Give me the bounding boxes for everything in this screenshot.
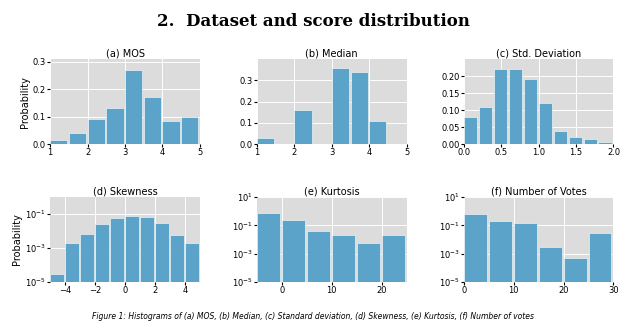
Bar: [553, 131, 567, 144]
Bar: [508, 69, 522, 144]
Bar: [494, 69, 508, 144]
Bar: [170, 235, 184, 328]
Bar: [257, 138, 274, 144]
Bar: [568, 137, 582, 144]
Bar: [155, 223, 169, 328]
Bar: [464, 117, 478, 144]
Y-axis label: Probability: Probability: [20, 76, 30, 128]
Bar: [332, 235, 355, 328]
Bar: [294, 110, 312, 144]
Bar: [563, 258, 587, 328]
Bar: [125, 70, 142, 144]
Text: 2.  Dataset and score distribution: 2. Dataset and score distribution: [156, 13, 470, 30]
Bar: [332, 68, 349, 144]
Text: Figure 1: Histograms of (a) MOS, (b) Median, (c) Standard deviation, (d) Skewnes: Figure 1: Histograms of (a) MOS, (b) Med…: [92, 313, 534, 321]
Bar: [69, 133, 86, 144]
Bar: [538, 103, 552, 144]
Bar: [464, 214, 486, 328]
Title: (b) Median: (b) Median: [305, 48, 358, 58]
Title: (c) Std. Deviation: (c) Std. Deviation: [496, 48, 581, 58]
Title: (e) Kurtosis: (e) Kurtosis: [304, 186, 359, 196]
Bar: [181, 117, 198, 144]
Bar: [357, 243, 380, 328]
Bar: [523, 79, 537, 144]
Bar: [382, 235, 404, 328]
Bar: [479, 107, 493, 144]
Bar: [140, 216, 154, 328]
Bar: [369, 121, 386, 144]
Title: (a) MOS: (a) MOS: [106, 48, 145, 58]
Bar: [489, 221, 511, 328]
Bar: [65, 243, 79, 328]
Bar: [588, 233, 612, 328]
Bar: [163, 121, 180, 144]
Bar: [257, 213, 280, 328]
Bar: [185, 243, 198, 328]
Bar: [88, 119, 105, 144]
Bar: [598, 142, 612, 144]
Bar: [282, 220, 305, 328]
Bar: [307, 231, 330, 328]
Bar: [110, 218, 124, 328]
Bar: [50, 140, 68, 144]
Bar: [106, 109, 123, 144]
Title: (d) Skewness: (d) Skewness: [93, 186, 157, 196]
Bar: [80, 234, 94, 328]
Bar: [351, 72, 367, 144]
Title: (f) Number of Votes: (f) Number of Votes: [491, 186, 587, 196]
Bar: [583, 139, 597, 144]
Y-axis label: Probability: Probability: [12, 214, 22, 265]
Bar: [125, 215, 139, 328]
Bar: [538, 247, 562, 328]
Bar: [95, 224, 109, 328]
Bar: [144, 97, 161, 144]
Bar: [50, 274, 64, 328]
Bar: [513, 223, 536, 328]
